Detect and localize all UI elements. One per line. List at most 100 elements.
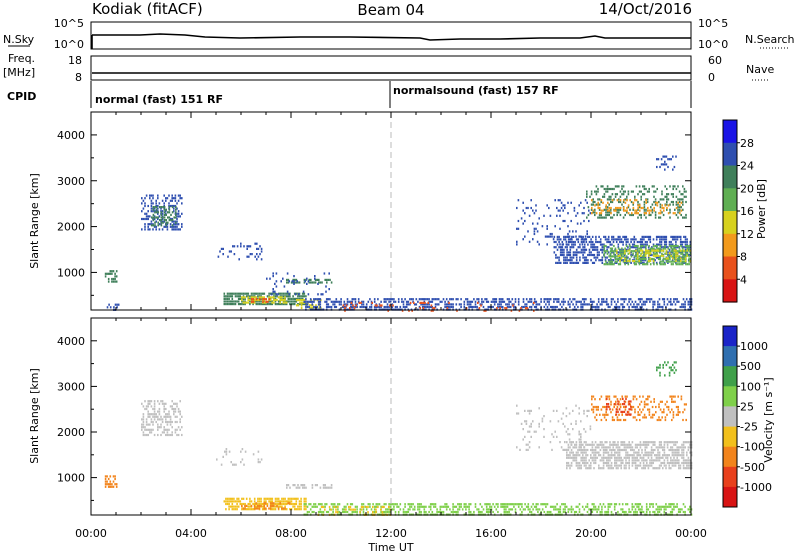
velocity-cell bbox=[649, 411, 651, 413]
velocity-cell bbox=[163, 408, 165, 410]
power-cell bbox=[371, 302, 373, 304]
velocity-ytick-label: 2000 bbox=[57, 426, 85, 439]
power-cell bbox=[663, 261, 665, 263]
power-cell bbox=[576, 249, 578, 251]
velocity-cell bbox=[604, 449, 606, 451]
velocity-cell bbox=[372, 506, 374, 508]
velocity-cell bbox=[625, 467, 627, 469]
velocity-cell bbox=[157, 411, 159, 413]
velocity-cell bbox=[284, 503, 286, 505]
power-cell bbox=[540, 301, 542, 303]
power-cell bbox=[181, 226, 183, 228]
velocity-cell bbox=[660, 508, 662, 510]
velocity-cell bbox=[672, 446, 674, 448]
velocity-cell bbox=[665, 506, 667, 508]
velocity-cell bbox=[654, 454, 656, 456]
velocity-cell bbox=[616, 503, 618, 505]
power-cell bbox=[562, 254, 564, 256]
velocity-cell bbox=[625, 406, 627, 408]
velocity-cell bbox=[572, 441, 574, 443]
power-cell bbox=[672, 204, 674, 206]
power-cell bbox=[608, 196, 610, 198]
power-cell bbox=[568, 259, 570, 261]
velocity-cell bbox=[171, 426, 173, 428]
velocity-cell bbox=[585, 467, 587, 469]
power-cell bbox=[602, 259, 604, 261]
power-cell bbox=[310, 281, 312, 283]
velocity-cell bbox=[369, 506, 371, 508]
velocity-cell bbox=[596, 457, 598, 459]
freq-tick-bottom: 8 bbox=[75, 71, 82, 84]
power-cell bbox=[662, 298, 664, 300]
power-cell bbox=[492, 306, 494, 308]
power-cell bbox=[646, 298, 648, 300]
velocity-cell bbox=[577, 462, 579, 464]
power-cell bbox=[534, 230, 536, 232]
power-cell bbox=[666, 163, 668, 165]
power-cell bbox=[636, 210, 638, 212]
velocity-cell bbox=[422, 506, 424, 508]
velocity-cell bbox=[683, 454, 685, 456]
power-cell bbox=[393, 298, 395, 300]
power-cell bbox=[661, 236, 663, 238]
velocity-cell bbox=[584, 457, 586, 459]
velocity-cell bbox=[649, 414, 651, 416]
power-cell bbox=[662, 156, 664, 158]
velocity-cell bbox=[566, 457, 568, 459]
power-cell bbox=[475, 306, 477, 308]
power-cell bbox=[683, 241, 685, 243]
power-cell bbox=[624, 250, 626, 252]
velocity-cell bbox=[652, 441, 654, 443]
velocity-cell bbox=[518, 506, 520, 508]
power-cell bbox=[155, 228, 157, 230]
power-cell bbox=[251, 298, 253, 300]
power-cell bbox=[113, 306, 115, 308]
velocity-cell bbox=[352, 503, 354, 505]
velocity-cell bbox=[646, 444, 648, 446]
velocity-cell bbox=[675, 369, 677, 371]
velocity-cell bbox=[347, 511, 349, 513]
power-cell bbox=[448, 302, 450, 304]
velocity-cell bbox=[641, 459, 643, 461]
velocity-cell bbox=[257, 503, 259, 505]
velocity-cell bbox=[545, 506, 547, 508]
velocity-cell bbox=[538, 423, 540, 425]
power-cell bbox=[566, 254, 568, 256]
velocity-cell bbox=[556, 410, 558, 412]
velocity-cell bbox=[673, 414, 675, 416]
velocity-ytick-label: 1000 bbox=[57, 472, 85, 485]
velocity-cell bbox=[660, 419, 662, 421]
velocity-cell bbox=[492, 511, 494, 513]
velocity-cell bbox=[441, 506, 443, 508]
power-cell bbox=[307, 303, 309, 305]
velocity-cell bbox=[644, 414, 646, 416]
velocity-cell bbox=[149, 416, 151, 418]
velocity-cell bbox=[606, 408, 608, 410]
power-cell bbox=[581, 236, 583, 238]
velocity-cell bbox=[605, 411, 607, 413]
velocity-cell bbox=[356, 506, 358, 508]
power-cell bbox=[238, 295, 240, 297]
velocity-cell bbox=[297, 487, 299, 489]
velocity-cell bbox=[635, 446, 637, 448]
velocity-cell bbox=[628, 446, 630, 448]
velocity-cell bbox=[504, 511, 506, 513]
power-cell bbox=[620, 214, 622, 216]
power-cell bbox=[594, 204, 596, 206]
velocity-cell bbox=[670, 441, 672, 443]
power-cell bbox=[271, 293, 273, 295]
velocity-cell bbox=[116, 486, 118, 488]
power-cell bbox=[573, 254, 575, 256]
velocity-cell bbox=[265, 507, 267, 509]
power-cell bbox=[265, 298, 267, 300]
velocity-cell bbox=[571, 457, 573, 459]
velocity-cell bbox=[665, 403, 667, 405]
power-cell bbox=[144, 218, 146, 220]
velocity-cell bbox=[585, 459, 587, 461]
power-cell bbox=[308, 280, 310, 282]
power-cell bbox=[640, 298, 642, 300]
power-cell bbox=[554, 225, 556, 227]
velocity-cell bbox=[605, 396, 607, 398]
velocity-cell bbox=[593, 457, 595, 459]
power-cell bbox=[289, 298, 291, 300]
